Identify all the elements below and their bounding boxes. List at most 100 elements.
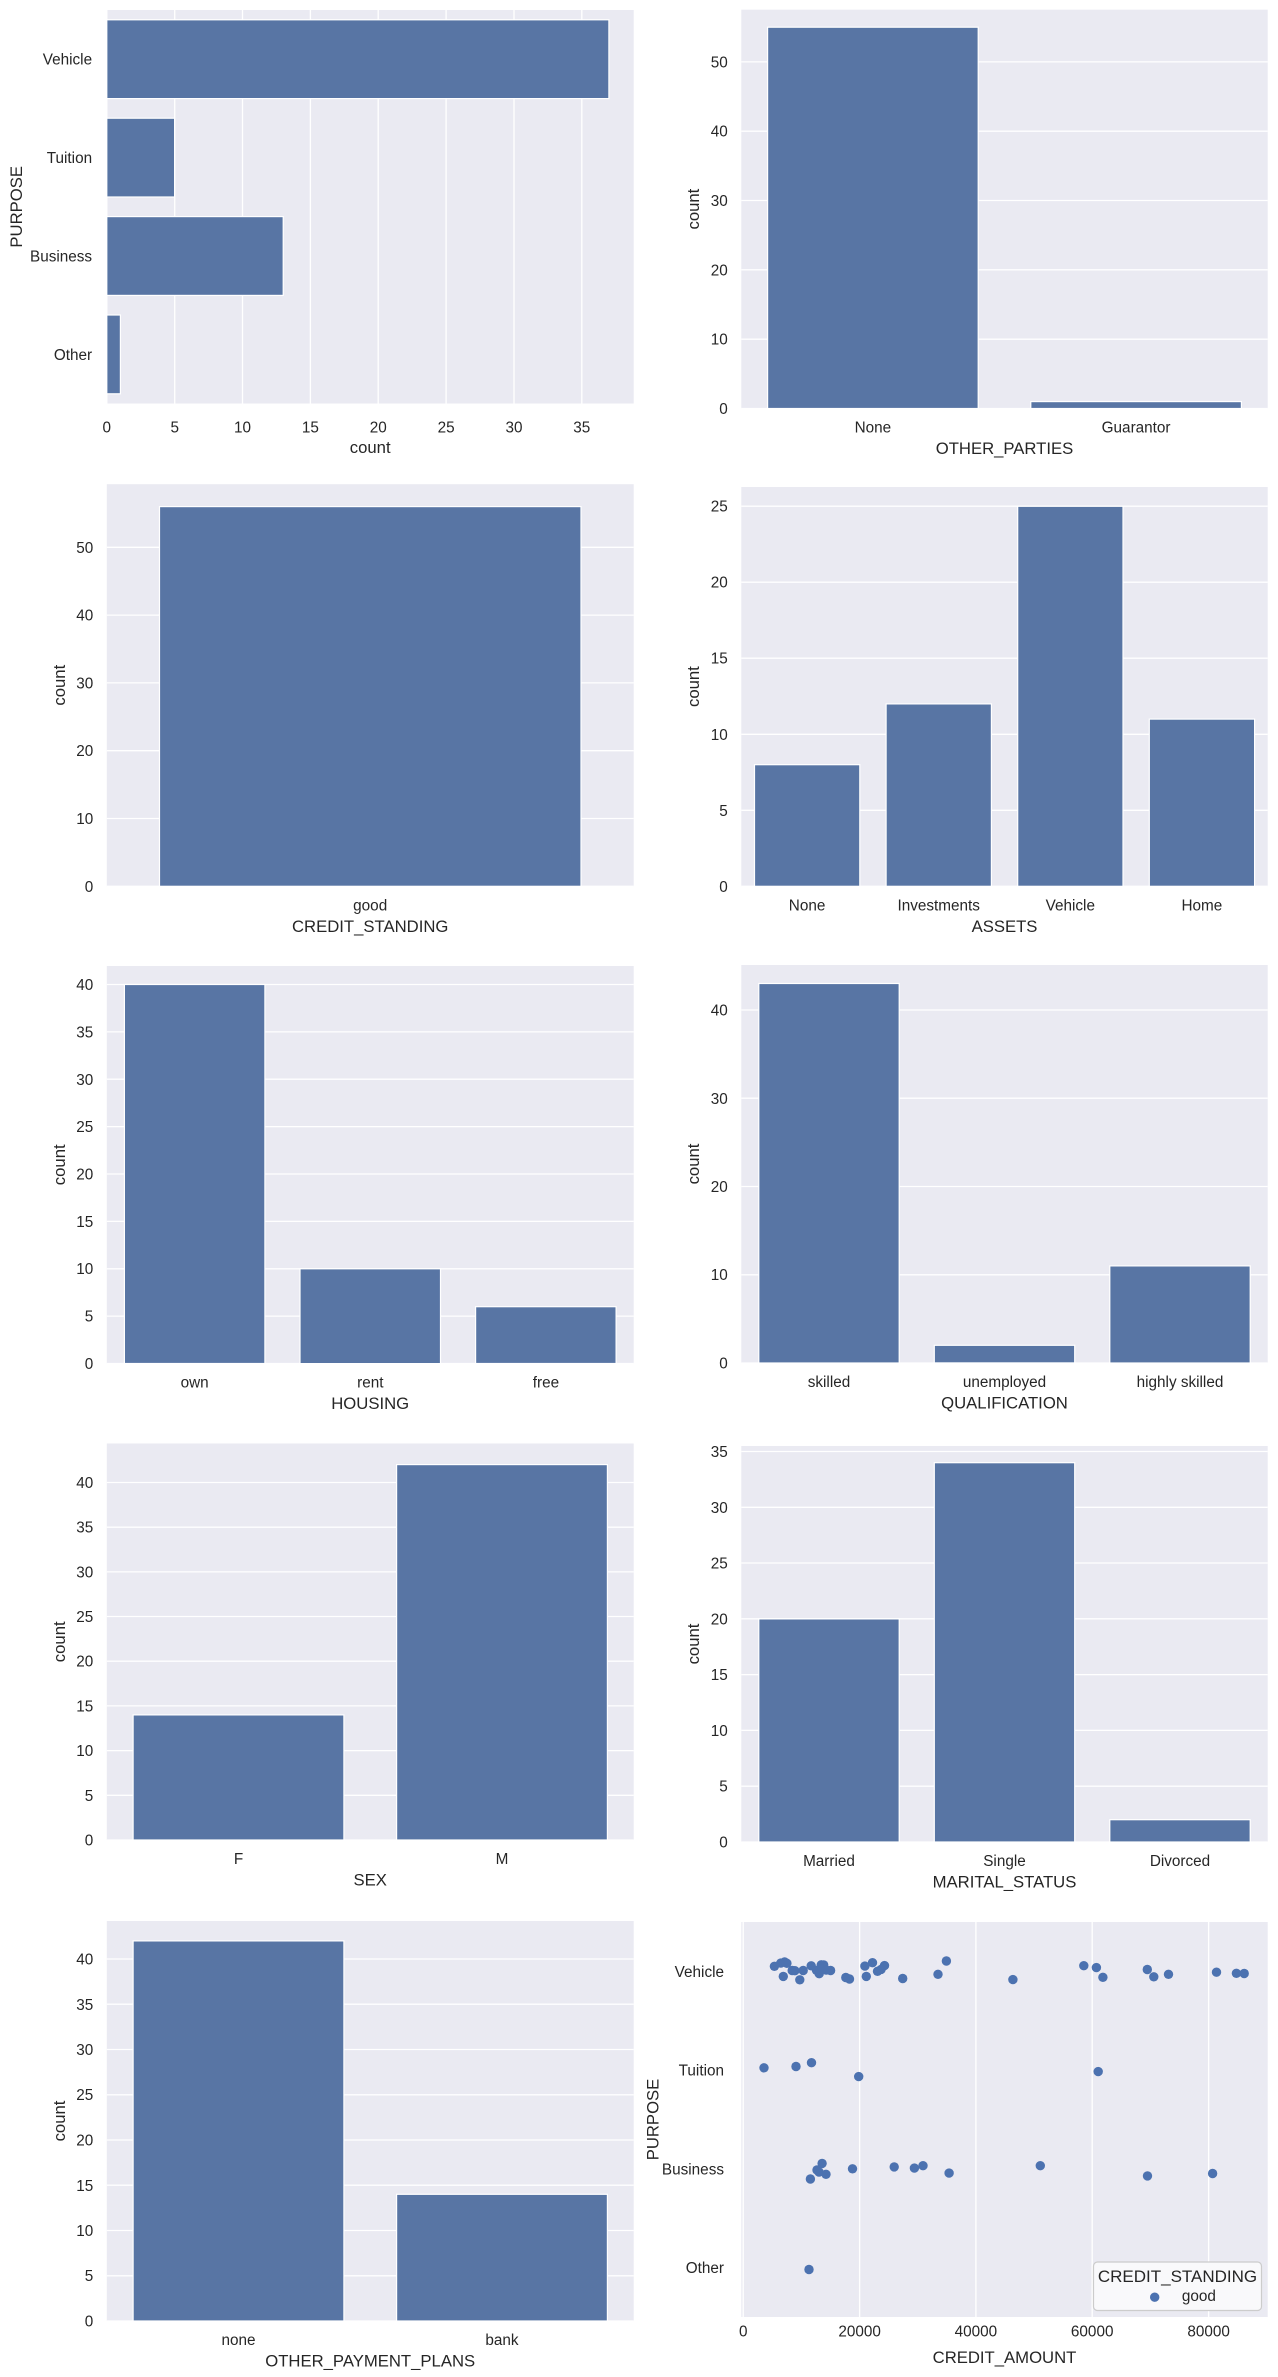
svg-text:30: 30 xyxy=(711,1091,728,1108)
svg-text:bank: bank xyxy=(485,2332,519,2349)
svg-text:F: F xyxy=(234,1851,243,1868)
svg-text:35: 35 xyxy=(573,420,590,437)
svg-text:15: 15 xyxy=(711,1667,728,1684)
svg-text:SEX: SEX xyxy=(353,1871,386,1890)
svg-text:count: count xyxy=(350,438,391,457)
svg-text:0: 0 xyxy=(719,401,728,418)
svg-text:Guarantor: Guarantor xyxy=(1102,420,1171,437)
svg-text:15: 15 xyxy=(76,1214,93,1231)
svg-text:10: 10 xyxy=(76,2223,93,2240)
svg-text:10: 10 xyxy=(76,1743,93,1760)
svg-text:0: 0 xyxy=(85,879,94,896)
svg-text:80000: 80000 xyxy=(1187,2324,1230,2341)
svg-text:30: 30 xyxy=(76,2042,93,2059)
svg-text:40000: 40000 xyxy=(955,2324,998,2341)
svg-text:Tuition: Tuition xyxy=(679,2063,724,2080)
svg-text:Home: Home xyxy=(1181,897,1222,914)
svg-text:50: 50 xyxy=(711,54,728,71)
svg-text:count: count xyxy=(684,666,703,707)
svg-text:Business: Business xyxy=(662,2161,724,2178)
svg-text:40: 40 xyxy=(76,1952,93,1969)
svg-text:15: 15 xyxy=(76,2178,93,2195)
svg-text:30: 30 xyxy=(505,420,522,437)
svg-text:count: count xyxy=(684,188,703,229)
svg-text:0: 0 xyxy=(719,1835,728,1852)
svg-text:Other: Other xyxy=(54,347,92,364)
svg-text:Single: Single xyxy=(983,1853,1026,1870)
svg-text:CREDIT_STANDING: CREDIT_STANDING xyxy=(1098,2267,1257,2286)
svg-text:20: 20 xyxy=(76,2133,93,2150)
svg-text:count: count xyxy=(684,1623,703,1664)
svg-text:Vehicle: Vehicle xyxy=(1046,897,1095,914)
svg-text:35: 35 xyxy=(76,1520,93,1537)
svg-text:30: 30 xyxy=(76,1564,93,1581)
svg-text:Vehicle: Vehicle xyxy=(675,1964,724,1981)
svg-text:5: 5 xyxy=(719,803,728,820)
svg-text:10: 10 xyxy=(76,811,93,828)
svg-text:60000: 60000 xyxy=(1071,2324,1114,2341)
svg-text:15: 15 xyxy=(76,1698,93,1715)
svg-text:none: none xyxy=(221,2332,255,2349)
svg-text:QUALIFICATION: QUALIFICATION xyxy=(941,1394,1068,1413)
svg-text:35: 35 xyxy=(711,1444,728,1461)
svg-text:20: 20 xyxy=(76,743,93,760)
svg-text:30: 30 xyxy=(711,193,728,210)
svg-text:5: 5 xyxy=(85,1788,94,1805)
svg-text:40: 40 xyxy=(76,977,93,994)
svg-text:10: 10 xyxy=(711,727,728,744)
svg-text:10: 10 xyxy=(234,420,251,437)
svg-text:Other: Other xyxy=(686,2260,724,2277)
svg-text:10: 10 xyxy=(76,1261,93,1278)
svg-text:40: 40 xyxy=(76,608,93,625)
svg-text:10: 10 xyxy=(711,1723,728,1740)
svg-text:highly skilled: highly skilled xyxy=(1137,1374,1224,1391)
svg-text:25: 25 xyxy=(76,1119,93,1136)
svg-text:20: 20 xyxy=(711,262,728,279)
svg-text:20: 20 xyxy=(370,420,387,437)
svg-text:20: 20 xyxy=(711,1611,728,1628)
svg-text:25: 25 xyxy=(76,1609,93,1626)
svg-text:Vehicle: Vehicle xyxy=(43,52,92,69)
svg-text:20: 20 xyxy=(76,1654,93,1671)
svg-text:20: 20 xyxy=(711,575,728,592)
svg-text:40: 40 xyxy=(76,1475,93,1492)
svg-text:CREDIT_AMOUNT: CREDIT_AMOUNT xyxy=(933,2348,1077,2367)
svg-text:PURPOSE: PURPOSE xyxy=(7,166,26,248)
svg-text:count: count xyxy=(50,2100,69,2141)
svg-text:25: 25 xyxy=(76,2087,93,2104)
svg-text:0: 0 xyxy=(739,2324,748,2341)
svg-text:0: 0 xyxy=(719,879,728,896)
svg-text:OTHER_PAYMENT_PLANS: OTHER_PAYMENT_PLANS xyxy=(265,2352,475,2371)
svg-text:30: 30 xyxy=(76,1072,93,1089)
svg-text:10: 10 xyxy=(711,332,728,349)
svg-text:25: 25 xyxy=(438,420,455,437)
svg-text:None: None xyxy=(855,420,892,437)
svg-text:Business: Business xyxy=(30,249,92,266)
svg-text:Married: Married xyxy=(803,1853,855,1870)
svg-text:MARITAL_STATUS: MARITAL_STATUS xyxy=(933,1873,1077,1892)
svg-text:own: own xyxy=(181,1375,209,1392)
svg-text:10: 10 xyxy=(711,1267,728,1284)
svg-text:50: 50 xyxy=(76,540,93,557)
svg-text:35: 35 xyxy=(76,1997,93,2014)
svg-text:0: 0 xyxy=(85,1356,94,1373)
svg-text:40: 40 xyxy=(711,124,728,141)
svg-text:Tuition: Tuition xyxy=(47,150,92,167)
svg-text:good: good xyxy=(353,897,387,914)
svg-text:30: 30 xyxy=(711,1500,728,1517)
svg-text:5: 5 xyxy=(85,1309,94,1326)
svg-text:Investments: Investments xyxy=(897,897,980,914)
svg-text:M: M xyxy=(496,1851,509,1868)
svg-text:15: 15 xyxy=(302,420,319,437)
svg-text:skilled: skilled xyxy=(808,1374,851,1391)
svg-text:30: 30 xyxy=(76,675,93,692)
svg-text:good: good xyxy=(1182,2288,1216,2305)
svg-text:rent: rent xyxy=(357,1375,384,1392)
svg-text:OTHER_PARTIES: OTHER_PARTIES xyxy=(936,439,1074,458)
svg-text:Divorced: Divorced xyxy=(1150,1853,1210,1870)
svg-text:40: 40 xyxy=(711,1003,728,1020)
svg-text:35: 35 xyxy=(76,1024,93,1041)
svg-text:15: 15 xyxy=(711,651,728,668)
svg-text:20: 20 xyxy=(76,1167,93,1184)
svg-text:None: None xyxy=(789,897,826,914)
